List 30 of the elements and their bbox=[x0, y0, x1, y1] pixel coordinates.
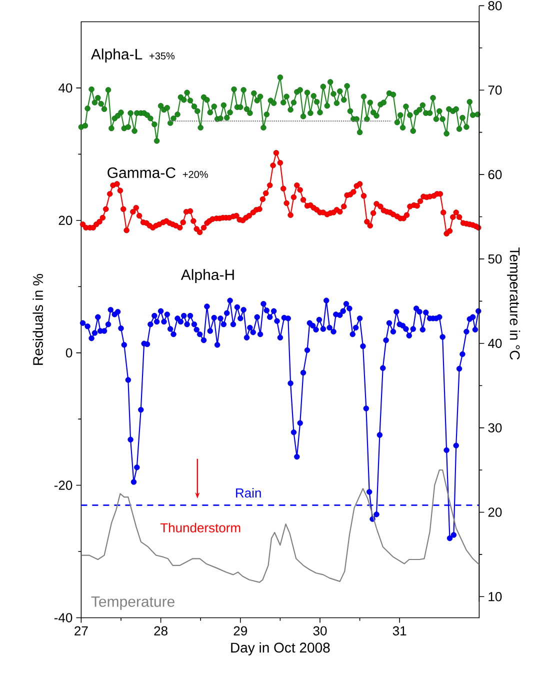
x-tick-label: 31 bbox=[392, 626, 406, 636]
y2-tick-label: 60 bbox=[488, 170, 502, 180]
annotation: +20% bbox=[182, 170, 208, 178]
annotation: Thunderstorm bbox=[160, 522, 240, 532]
series-label: Alpha-H bbox=[180, 269, 234, 283]
x-tick-label: 27 bbox=[74, 626, 88, 636]
y-tick-label: 0 bbox=[66, 348, 72, 358]
x-axis-title: Day in Oct 2008 bbox=[231, 642, 330, 656]
series-label: Gamma-C bbox=[108, 167, 176, 178]
x-tick-label: 30 bbox=[313, 626, 327, 636]
y2-tick-label: 30 bbox=[488, 423, 502, 432]
y-tick-label: -40 bbox=[54, 613, 72, 622]
y2-axis-title: Temperature in °C bbox=[507, 248, 520, 360]
y2-tick-label: 70 bbox=[488, 86, 502, 95]
y-axis-title: Residuals in % bbox=[32, 274, 44, 365]
y-tick-label: 20 bbox=[58, 216, 72, 225]
annotation: +35% bbox=[150, 52, 175, 60]
y2-tick-label: 40 bbox=[488, 338, 502, 348]
y2-tick-label: 10 bbox=[488, 592, 502, 602]
text: Temperature bbox=[91, 596, 174, 610]
y-tick-label: -20 bbox=[54, 480, 72, 490]
line-series bbox=[81, 469, 480, 583]
y2-tick-label: 20 bbox=[488, 508, 502, 517]
y-tick-label: 40 bbox=[58, 83, 72, 93]
x-tick-label: 29 bbox=[234, 626, 248, 636]
ref-line-label: Rain bbox=[236, 488, 261, 498]
y2-tick-label: 50 bbox=[488, 254, 502, 264]
y2-tick-label: 80 bbox=[488, 1, 502, 10]
series-label: Alpha-L bbox=[90, 48, 142, 62]
x-tick-label: 28 bbox=[154, 626, 168, 636]
